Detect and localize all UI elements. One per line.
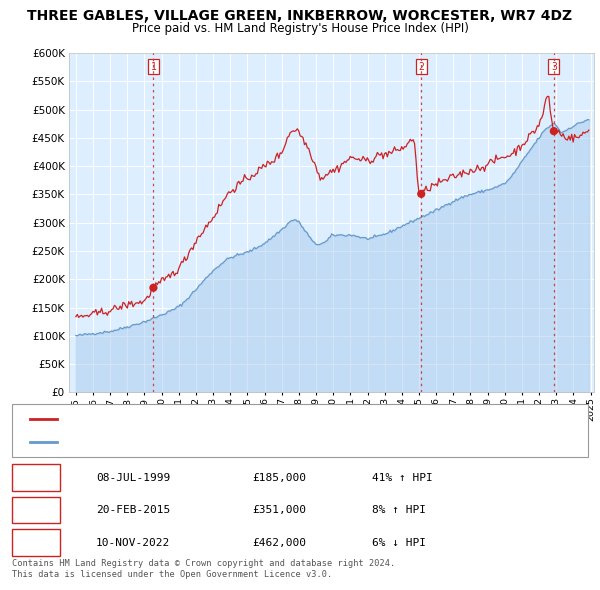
Text: Contains HM Land Registry data © Crown copyright and database right 2024.: Contains HM Land Registry data © Crown c… — [12, 559, 395, 568]
Point — [416, 189, 426, 199]
Text: 2: 2 — [32, 503, 40, 517]
Text: HPI: Average price, detached house, Wychavon: HPI: Average price, detached house, Wych… — [63, 438, 316, 447]
Text: THREE GABLES, VILLAGE GREEN, INKBERROW, WORCESTER, WR7 4DZ: THREE GABLES, VILLAGE GREEN, INKBERROW, … — [28, 9, 572, 23]
Text: 6% ↓ HPI: 6% ↓ HPI — [372, 537, 426, 548]
Text: £351,000: £351,000 — [252, 505, 306, 515]
Text: 41% ↑ HPI: 41% ↑ HPI — [372, 473, 433, 483]
Text: 1: 1 — [151, 61, 157, 71]
Text: 10-NOV-2022: 10-NOV-2022 — [96, 537, 170, 548]
Text: This data is licensed under the Open Government Licence v3.0.: This data is licensed under the Open Gov… — [12, 571, 332, 579]
Text: 20-FEB-2015: 20-FEB-2015 — [96, 505, 170, 515]
Text: 1: 1 — [32, 471, 40, 484]
Text: THREE GABLES, VILLAGE GREEN, INKBERROW, WORCESTER, WR7 4DZ (detached house: THREE GABLES, VILLAGE GREEN, INKBERROW, … — [63, 415, 488, 424]
Text: 08-JUL-1999: 08-JUL-1999 — [96, 473, 170, 483]
Text: 3: 3 — [551, 61, 557, 71]
Point — [549, 126, 559, 136]
Point — [149, 283, 158, 293]
Text: £185,000: £185,000 — [252, 473, 306, 483]
Text: £462,000: £462,000 — [252, 537, 306, 548]
Text: 2: 2 — [418, 61, 424, 71]
Text: 3: 3 — [32, 536, 40, 549]
Text: 8% ↑ HPI: 8% ↑ HPI — [372, 505, 426, 515]
Text: Price paid vs. HM Land Registry's House Price Index (HPI): Price paid vs. HM Land Registry's House … — [131, 22, 469, 35]
